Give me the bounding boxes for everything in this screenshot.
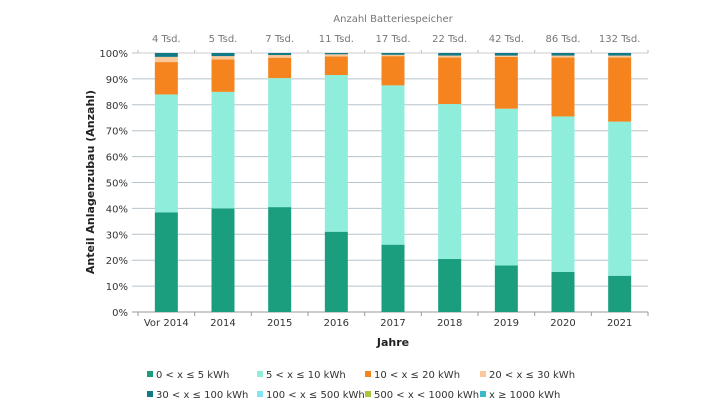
x-tick-label: 2018 — [437, 318, 462, 329]
legend-label: 20 < x ≤ 30 kWh — [489, 370, 575, 381]
top-axis-title: Anzahl Batteriespeicher — [333, 14, 453, 25]
bar-segment — [608, 53, 632, 56]
legend-label: 30 < x ≤ 100 kWh — [156, 390, 248, 401]
bar-segment — [211, 59, 235, 92]
x-tick-label: 2016 — [324, 318, 349, 329]
bar-segment — [268, 55, 292, 58]
top-count-label: 11 Tsd. — [319, 34, 354, 45]
bar-segment — [608, 57, 632, 122]
legend-label: 10 < x ≤ 20 kWh — [374, 370, 460, 381]
legend-swatch — [365, 371, 371, 377]
bar-segment — [438, 55, 462, 58]
bar-segment — [608, 275, 632, 312]
x-tick-label: Vor 2014 — [144, 318, 189, 329]
bar-segment — [211, 91, 235, 209]
x-tick-label: 2019 — [494, 318, 519, 329]
legend-label: 0 < x ≤ 5 kWh — [156, 370, 229, 381]
top-count-label: 42 Tsd. — [489, 34, 524, 45]
x-axis-label: Jahre — [376, 336, 409, 349]
legend-swatch — [365, 391, 371, 397]
y-tick-label: 70% — [106, 127, 128, 138]
bar-segment — [211, 56, 235, 60]
bar-segment — [381, 85, 405, 245]
bar-segment — [211, 53, 235, 57]
bar-segment — [551, 55, 575, 58]
bar-segment — [608, 55, 632, 58]
y-tick-label: 40% — [106, 204, 128, 215]
bar-segment — [154, 56, 178, 63]
legend-swatch — [480, 371, 486, 377]
bar-segment — [438, 57, 462, 105]
y-tick-label: 90% — [106, 75, 128, 86]
bar-segment — [154, 62, 178, 95]
bar-segment — [551, 57, 575, 117]
bar-segment — [551, 271, 575, 312]
bar-segment — [438, 258, 462, 312]
bar-segment — [154, 94, 178, 213]
legend-label: 100 < x ≤ 500 kWh — [266, 390, 365, 401]
legend-label: x ≥ 1000 kWh — [489, 390, 560, 401]
bar-segment — [268, 53, 292, 56]
bar-segment — [494, 55, 518, 57]
bar-segment — [268, 78, 292, 208]
legend-swatch — [147, 371, 153, 377]
y-tick-label: 60% — [106, 153, 128, 164]
y-axis-label: Anteil Anlagenzubau (Anzahl) — [84, 90, 97, 274]
bar-segment — [268, 207, 292, 312]
x-tick-label: 2021 — [607, 318, 632, 329]
y-tick-label: 100% — [99, 49, 128, 60]
top-count-label: 7 Tsd. — [265, 34, 294, 45]
bar-segment — [381, 53, 405, 55]
bar-segment — [324, 75, 348, 232]
top-count-label: 132 Tsd. — [599, 34, 640, 45]
y-tick-label: 10% — [106, 282, 128, 293]
bar-segment — [324, 56, 348, 76]
bar-segment — [324, 231, 348, 312]
bar-segment — [551, 53, 575, 56]
bar-segment — [608, 121, 632, 276]
y-tick-label: 20% — [106, 256, 128, 267]
bar-segment — [494, 108, 518, 266]
legend-swatch — [257, 391, 263, 397]
legend-swatch — [147, 391, 153, 397]
bar-segment — [381, 244, 405, 312]
bar-segment — [494, 53, 518, 56]
top-count-label: 22 Tsd. — [432, 34, 467, 45]
bar-segment — [381, 56, 405, 86]
bar-segment — [324, 53, 348, 55]
x-tick-label: 2020 — [550, 318, 575, 329]
bar-segment — [494, 265, 518, 312]
bar-segment — [324, 54, 348, 57]
top-count-label: 5 Tsd. — [209, 34, 238, 45]
legend-swatch — [257, 371, 263, 377]
x-tick-label: 2015 — [267, 318, 292, 329]
legend-label: 500 < x < 1000 kWh — [374, 390, 479, 401]
legend-swatch — [480, 391, 486, 397]
bar-segment — [211, 208, 235, 312]
bar-segment — [551, 116, 575, 272]
bar-segment — [494, 56, 518, 109]
top-count-label: 17 Tsd. — [375, 34, 410, 45]
y-tick-label: 50% — [106, 179, 128, 190]
legend-label: 5 < x ≤ 10 kWh — [266, 370, 346, 381]
top-count-label: 86 Tsd. — [545, 34, 580, 45]
y-tick-label: 0% — [112, 308, 128, 319]
bar-segment — [154, 212, 178, 312]
bar-segment — [154, 53, 178, 57]
x-tick-label: 2014 — [210, 318, 235, 329]
y-tick-label: 30% — [106, 230, 128, 241]
x-tick-label: 2017 — [380, 318, 405, 329]
top-count-label: 4 Tsd. — [152, 34, 181, 45]
bar-segment — [438, 104, 462, 259]
bar-segment — [268, 57, 292, 79]
bar-segment — [438, 53, 462, 56]
y-tick-label: 80% — [106, 101, 128, 112]
bar-segment — [381, 54, 405, 57]
